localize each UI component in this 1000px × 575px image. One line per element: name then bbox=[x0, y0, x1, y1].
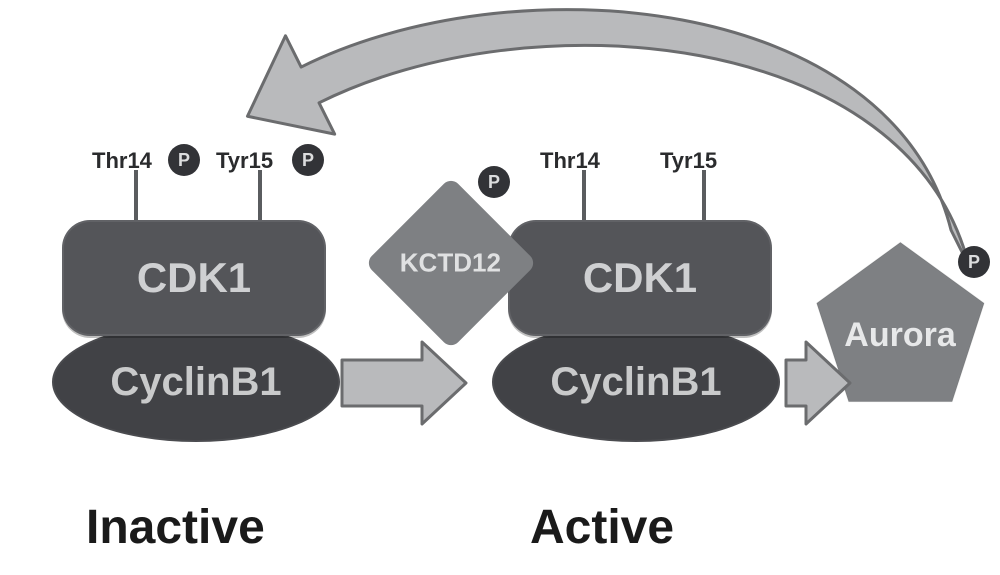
phospho-badge-tyr15-left: P bbox=[292, 144, 324, 176]
tyr15-label-right: Tyr15 bbox=[660, 148, 717, 174]
cyclinb1-left: CyclinB1 bbox=[52, 322, 340, 442]
tyr15-stick-right bbox=[702, 170, 706, 220]
kctd12-label: KCTD12 bbox=[400, 247, 501, 278]
phospho-badge-kctd12: P bbox=[478, 166, 510, 198]
state-label-inactive: Inactive bbox=[86, 500, 265, 555]
arrow-inactive-to-active bbox=[342, 342, 466, 424]
state-label-active: Active bbox=[530, 500, 674, 555]
thr14-stick-right bbox=[582, 170, 586, 220]
arrow-active-to-aurora bbox=[786, 342, 850, 424]
thr14-label-right: Thr14 bbox=[540, 148, 600, 174]
thr14-stick-left bbox=[134, 170, 138, 220]
diagram-stage: Thr14 Tyr15 P P CyclinB1 CDK1 Thr14 Tyr1… bbox=[0, 0, 1000, 575]
cyclinb1-right: CyclinB1 bbox=[492, 322, 780, 442]
thr14-label-left: Thr14 bbox=[92, 148, 152, 174]
tyr15-stick-left bbox=[258, 170, 262, 220]
cdk1-left: CDK1 bbox=[62, 220, 326, 336]
phospho-badge-thr14-left: P bbox=[168, 144, 200, 176]
cdk1-right: CDK1 bbox=[508, 220, 772, 336]
tyr15-label-left: Tyr15 bbox=[216, 148, 273, 174]
phospho-badge-aurora: P bbox=[958, 246, 990, 278]
